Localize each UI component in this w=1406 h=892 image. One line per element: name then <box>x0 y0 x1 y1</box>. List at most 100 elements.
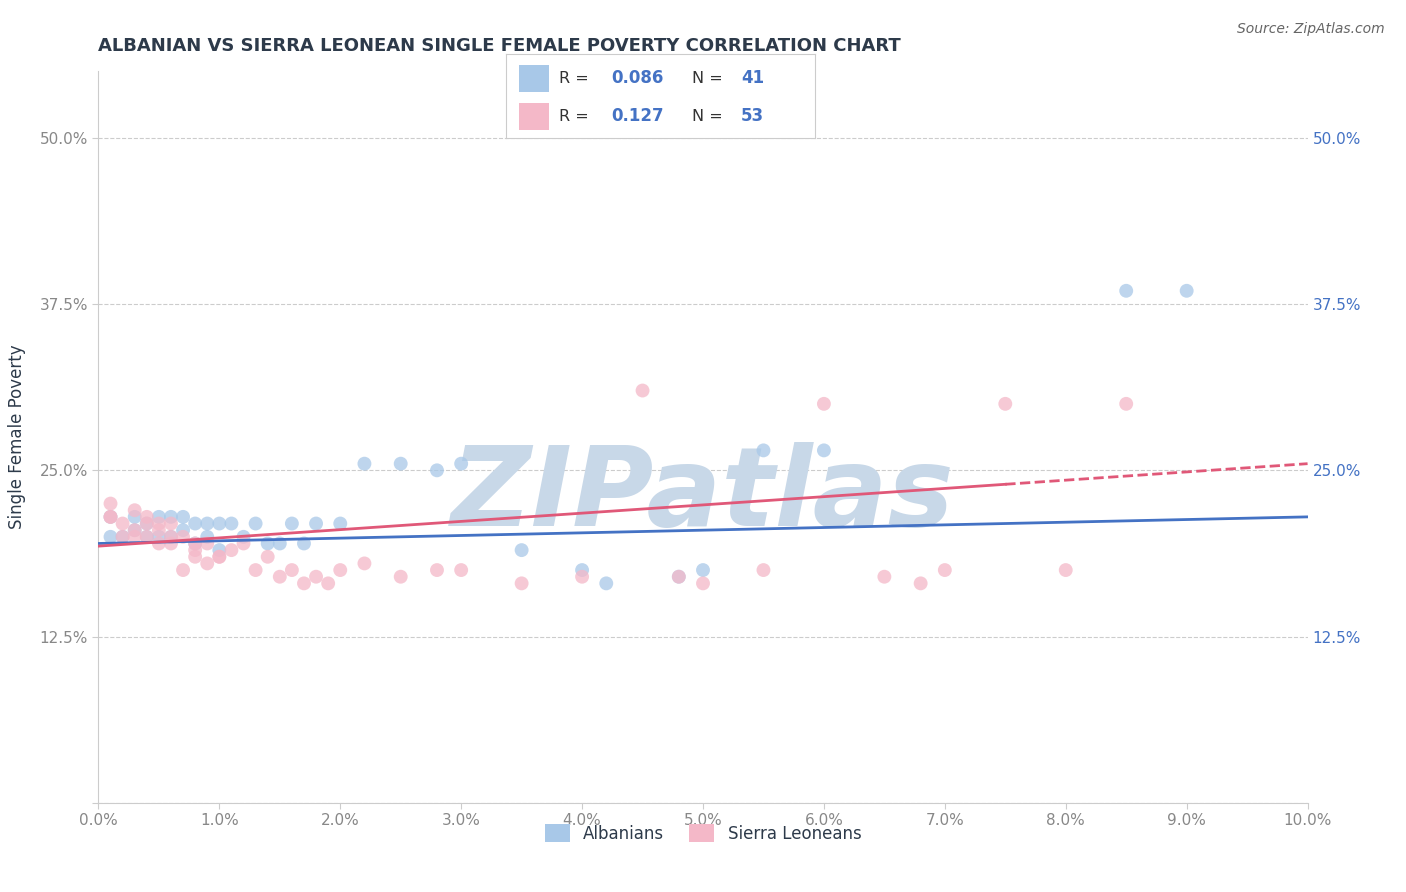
Point <box>148 523 170 537</box>
Text: N =: N = <box>692 70 728 86</box>
Point <box>450 563 472 577</box>
Point <box>353 457 375 471</box>
Point <box>172 563 194 577</box>
Point <box>873 570 896 584</box>
Point <box>692 576 714 591</box>
Point <box>329 563 352 577</box>
Point <box>148 536 170 550</box>
Text: R =: R = <box>558 109 599 124</box>
Point <box>256 536 278 550</box>
Text: 0.086: 0.086 <box>612 69 664 87</box>
Point <box>292 576 315 591</box>
Point <box>111 530 134 544</box>
Point <box>160 530 183 544</box>
Point <box>232 530 254 544</box>
Point <box>221 543 243 558</box>
Point <box>172 509 194 524</box>
Point <box>256 549 278 564</box>
Point <box>124 523 146 537</box>
Text: 0.127: 0.127 <box>612 107 664 125</box>
Point <box>111 516 134 531</box>
Point <box>329 516 352 531</box>
Point <box>668 570 690 584</box>
Point <box>305 516 328 531</box>
Y-axis label: Single Female Poverty: Single Female Poverty <box>7 345 25 529</box>
Point <box>221 516 243 531</box>
Text: ZIPatlas: ZIPatlas <box>451 442 955 549</box>
Point <box>813 397 835 411</box>
Point <box>135 516 157 531</box>
Point <box>631 384 654 398</box>
Bar <box>519 64 550 92</box>
Point <box>208 516 231 531</box>
Point <box>148 516 170 531</box>
Point <box>269 570 291 584</box>
Point <box>160 536 183 550</box>
Point <box>245 516 267 531</box>
Point <box>752 563 775 577</box>
Point <box>135 530 157 544</box>
Point <box>353 557 375 571</box>
Text: ALBANIAN VS SIERRA LEONEAN SINGLE FEMALE POVERTY CORRELATION CHART: ALBANIAN VS SIERRA LEONEAN SINGLE FEMALE… <box>98 37 901 54</box>
Text: 53: 53 <box>741 107 765 125</box>
Point <box>595 576 617 591</box>
Point <box>571 563 593 577</box>
Point <box>100 509 122 524</box>
Legend: Albanians, Sierra Leoneans: Albanians, Sierra Leoneans <box>538 818 868 849</box>
Point <box>1175 284 1198 298</box>
Point <box>135 509 157 524</box>
Point <box>184 536 207 550</box>
Point <box>184 549 207 564</box>
Point <box>184 536 207 550</box>
Point <box>160 516 183 531</box>
Point <box>148 509 170 524</box>
Point <box>292 536 315 550</box>
Point <box>208 549 231 564</box>
Point <box>195 530 218 544</box>
Point <box>184 543 207 558</box>
Point <box>148 530 170 544</box>
Point <box>100 497 122 511</box>
Bar <box>519 103 550 130</box>
Point <box>124 503 146 517</box>
Point <box>124 523 146 537</box>
Point <box>426 563 449 577</box>
Point <box>1054 563 1077 577</box>
Point <box>281 516 304 531</box>
Point <box>994 397 1017 411</box>
Point <box>316 576 339 591</box>
Point <box>195 557 218 571</box>
Point <box>184 516 207 531</box>
Text: R =: R = <box>558 70 593 86</box>
Point <box>1115 397 1137 411</box>
Point <box>124 509 146 524</box>
Point <box>934 563 956 577</box>
Point <box>195 536 218 550</box>
Point <box>692 563 714 577</box>
Point <box>1115 284 1137 298</box>
Point <box>450 457 472 471</box>
Text: N =: N = <box>692 109 728 124</box>
Point <box>172 530 194 544</box>
Point <box>426 463 449 477</box>
Point <box>100 509 122 524</box>
Point <box>281 563 304 577</box>
Point <box>135 530 157 544</box>
Point <box>668 570 690 584</box>
Point <box>124 530 146 544</box>
Point <box>510 576 533 591</box>
Point <box>172 523 194 537</box>
Point <box>510 543 533 558</box>
Point <box>160 509 183 524</box>
Point <box>208 543 231 558</box>
Text: Source: ZipAtlas.com: Source: ZipAtlas.com <box>1237 22 1385 37</box>
Point <box>269 536 291 550</box>
Point <box>100 509 122 524</box>
Point <box>245 563 267 577</box>
Point <box>100 530 122 544</box>
Point <box>910 576 932 591</box>
Point <box>389 457 412 471</box>
Point <box>752 443 775 458</box>
Point <box>305 570 328 584</box>
Point <box>208 549 231 564</box>
